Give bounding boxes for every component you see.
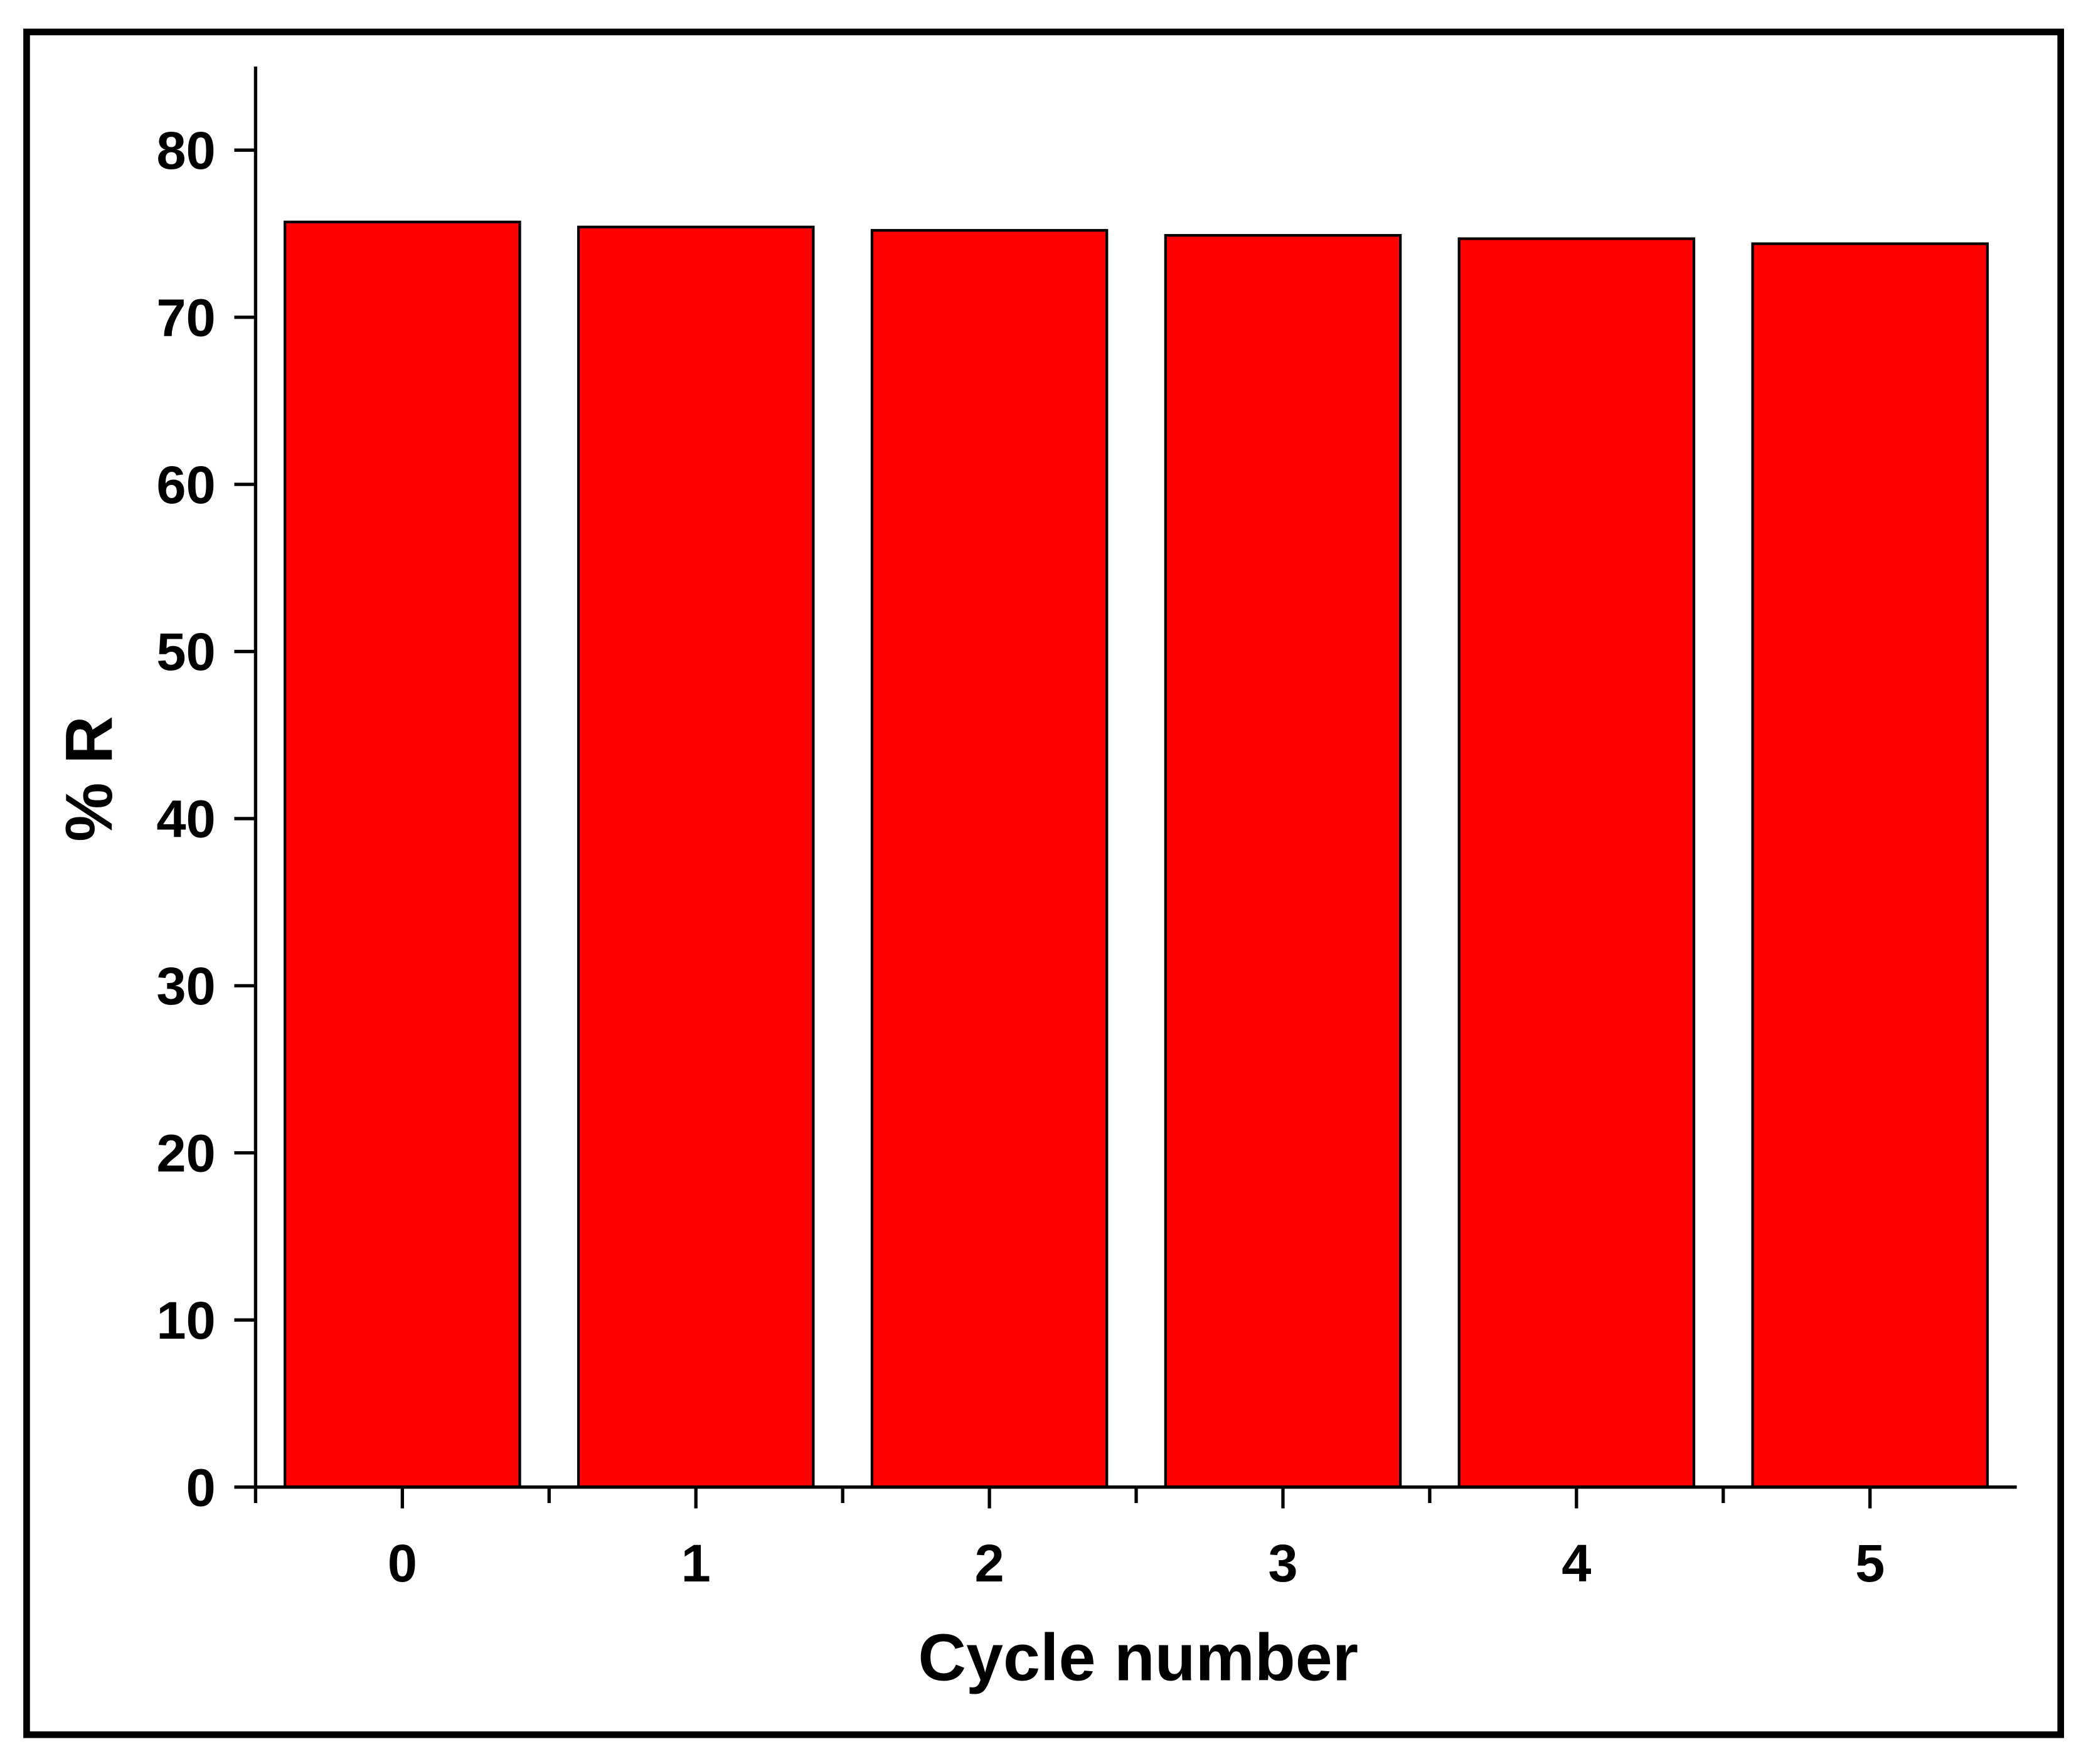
x-axis-title: Cycle number (918, 1620, 1358, 1694)
y-tick-label: 50 (156, 622, 215, 681)
bar (1457, 237, 1696, 1489)
x-tick-label: 0 (388, 1533, 417, 1593)
x-tick-label: 4 (1562, 1533, 1591, 1593)
y-tick-label: 70 (156, 287, 215, 347)
y-tick-label: 30 (156, 956, 215, 1016)
y-axis-title: % R (52, 716, 126, 841)
y-tick-label: 0 (186, 1457, 216, 1517)
x-tick-label: 3 (1268, 1533, 1297, 1593)
y-tick-label: 40 (156, 789, 215, 849)
x-tick-label: 1 (681, 1533, 711, 1593)
y-tick-label: 20 (156, 1123, 215, 1182)
y-tick-label: 10 (156, 1290, 215, 1350)
y-tick-label: 80 (156, 120, 215, 180)
x-tick-label: 2 (974, 1533, 1004, 1593)
bar (870, 229, 1109, 1489)
bar (1164, 234, 1402, 1489)
bar (1751, 242, 1989, 1489)
y-tick-label: 60 (156, 455, 215, 514)
x-tick-label: 5 (1855, 1533, 1885, 1593)
bar (284, 220, 521, 1489)
bar (577, 225, 815, 1489)
